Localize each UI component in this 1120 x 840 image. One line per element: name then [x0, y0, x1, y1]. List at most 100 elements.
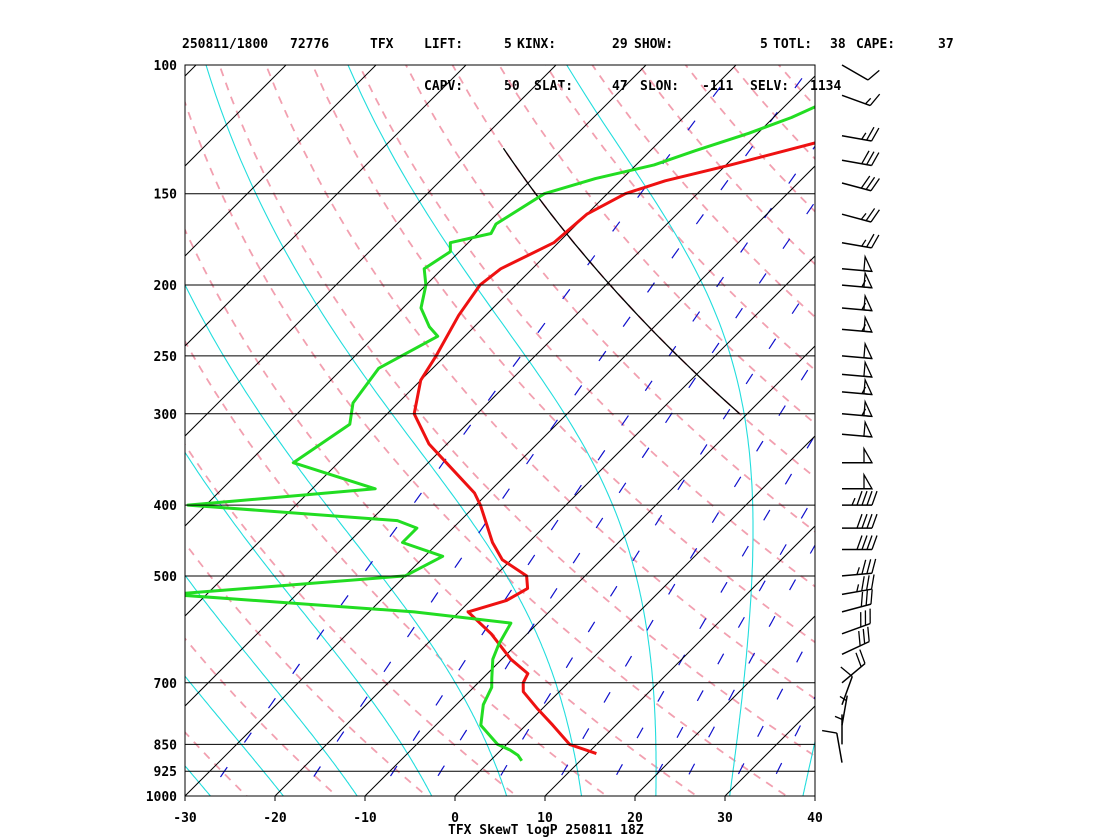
barb-full [870, 574, 875, 590]
barb-staff [841, 676, 853, 705]
barb-full [860, 175, 871, 189]
barb-full [861, 490, 868, 506]
mixing-ratio-line [604, 434, 815, 796]
moist-adiabat [205, 65, 583, 796]
moist-adiabat [566, 65, 754, 796]
header-station-id: 72776 [290, 37, 330, 52]
wind-barb [841, 126, 880, 142]
barb-full [866, 151, 875, 165]
wind-barb [841, 649, 866, 684]
barb-staff [841, 94, 871, 107]
isotherm [724, 705, 815, 796]
wind-barb [842, 446, 874, 464]
wind-barb [841, 626, 870, 655]
mixing-ratio-line [424, 200, 815, 796]
dry-adiabat [0, 65, 172, 812]
header-selv-value: 1134 [810, 79, 842, 94]
barb-full [870, 127, 880, 142]
dry-adiabat [684, 65, 815, 213]
header-totl-value: 38 [830, 37, 846, 52]
barb-pennant [863, 419, 873, 438]
barb-full [855, 652, 862, 667]
wind-barb [841, 314, 873, 333]
dry-adiabat [731, 65, 815, 161]
barb-pennant [863, 399, 873, 418]
isotherm [544, 525, 815, 796]
pressure-tick-label: 700 [154, 677, 178, 692]
header-cape-value: 37 [938, 37, 954, 52]
mixing-ratio-line [644, 493, 815, 796]
barb-full [867, 626, 870, 642]
barb-pennant [863, 377, 873, 396]
wind-barb [841, 175, 880, 192]
isotherm [185, 65, 647, 527]
barb-full [856, 513, 863, 529]
barb-full [822, 729, 837, 734]
barb-pennant [863, 254, 873, 273]
barb-staff [841, 135, 872, 142]
sounding-header: 250811/1800 72776 TFX LIFT: 5 KINX: 29 S… [182, 10, 982, 108]
header-station: TFX [370, 37, 394, 52]
dry-adiabat [185, 443, 519, 796]
wind-barb [841, 64, 880, 81]
wind-barb [822, 729, 843, 763]
header-slat-label: SLAT: [534, 79, 574, 94]
dry-adiabat [358, 65, 815, 588]
wind-barb [841, 254, 873, 273]
barb-full [856, 535, 863, 550]
header-show-label: SHOW: [634, 37, 674, 52]
isotherm [185, 65, 557, 437]
barb-half [861, 408, 867, 416]
temperature-tick-label: 30 [717, 811, 733, 826]
dry-adiabat [185, 227, 699, 796]
barb-full [862, 628, 866, 644]
barb-half [865, 97, 872, 105]
barb-full [860, 612, 862, 627]
barb-full [871, 490, 878, 506]
dry-adiabat [185, 339, 609, 796]
temperature-tick-label: -30 [173, 811, 197, 826]
barb-full [865, 575, 870, 591]
dry-adiabat [451, 65, 815, 479]
header-lift-value: 5 [504, 37, 512, 52]
barb-half [860, 212, 867, 220]
header-slat-value: 47 [612, 79, 628, 94]
wind-barb [841, 574, 875, 596]
moist-adiabat [185, 283, 508, 796]
barb-half [861, 302, 867, 311]
wind-barb [841, 293, 873, 312]
barb-staff [841, 159, 872, 167]
temperature-tick-label: -10 [353, 811, 377, 826]
moist-adiabat [185, 574, 358, 796]
moist-adiabat [802, 738, 815, 796]
barb-full [865, 176, 876, 190]
dry-adiabat [591, 65, 815, 319]
header-capv-label: CAPV: [424, 79, 464, 94]
barb-full [866, 490, 873, 506]
barb-full [861, 150, 870, 165]
barb-half [856, 584, 860, 592]
dry-adiabat [544, 65, 815, 372]
mixing-ratio-line [809, 783, 815, 796]
barb-full [870, 178, 880, 192]
barb-full [867, 69, 880, 81]
barb-full [865, 590, 869, 606]
barb-full [856, 490, 863, 506]
header-slon-value: -111 [702, 79, 734, 94]
temperature-tick-label: 0 [451, 811, 459, 826]
pressure-tick-label: 850 [154, 738, 178, 753]
wind-barb [842, 513, 878, 529]
wind-barb [842, 535, 878, 551]
barb-half [861, 132, 867, 140]
temperature-profile [412, 141, 815, 756]
barb-full [861, 513, 868, 529]
pressure-tick-label: 925 [154, 765, 177, 780]
isotherm [634, 615, 815, 796]
barb-full [864, 610, 867, 626]
pressure-tick-label: 1000 [146, 790, 177, 805]
barb-pennant [863, 341, 873, 360]
mixing-ratio-line [206, 65, 738, 796]
parcel-path [502, 147, 741, 415]
wind-barb [834, 714, 843, 745]
wind-barb [841, 377, 873, 396]
